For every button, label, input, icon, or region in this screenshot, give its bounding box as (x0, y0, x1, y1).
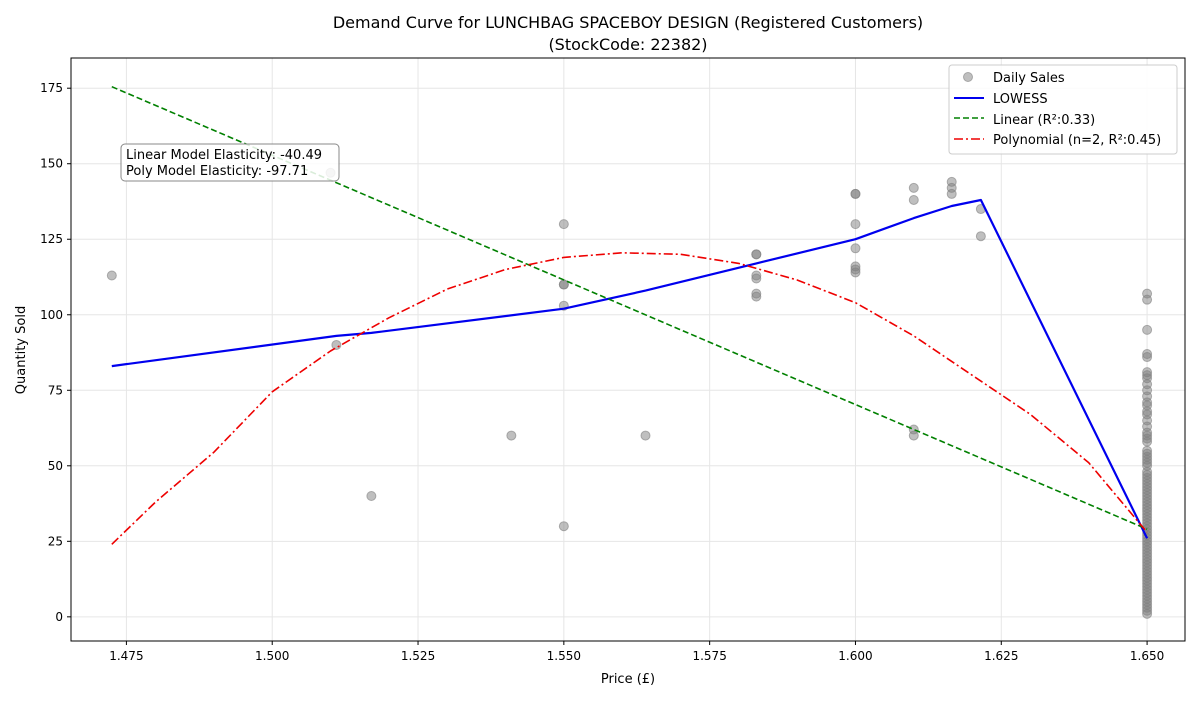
daily-sales-point (751, 249, 762, 260)
x-tick-label: 1.625 (984, 649, 1018, 663)
daily-sales-point (850, 188, 861, 199)
daily-sales-point (908, 182, 919, 193)
y-tick-label: 75 (48, 383, 63, 397)
y-tick-label: 50 (48, 459, 63, 473)
x-tick-label: 1.550 (547, 649, 581, 663)
daily-sales-point (1142, 436, 1153, 447)
y-tick-label: 100 (40, 308, 63, 322)
linear-fit-line (111, 85, 1148, 530)
annotation-line-poly: Poly Model Elasticity: -97.71 (126, 164, 308, 179)
daily-sales-point (975, 231, 986, 242)
elasticity-annotation: Linear Model Elasticity: -40.49 Poly Mod… (120, 143, 340, 182)
daily-sales-point (908, 430, 919, 441)
legend-label-polynomial: Polynomial (n=2, R²:0.45) (993, 133, 1161, 148)
daily-sales-point (751, 291, 762, 302)
chart-title: Demand Curve for LUNCHBAG SPACEBOY DESIG… (333, 13, 923, 32)
daily-sales-point (366, 491, 377, 502)
legend-label-daily-sales: Daily Sales (993, 71, 1065, 86)
x-tick-label: 1.575 (692, 649, 726, 663)
annotation-box (120, 143, 340, 182)
daily-sales-point (850, 243, 861, 254)
daily-sales-point (1142, 608, 1153, 619)
daily-sales-point (850, 219, 861, 230)
daily-sales-point (506, 430, 517, 441)
daily-sales-point (558, 521, 569, 532)
x-tick-label: 1.650 (1130, 649, 1164, 663)
y-tick-label: 0 (55, 610, 63, 624)
daily-sales-point (751, 273, 762, 284)
x-tick-label: 1.475 (109, 649, 143, 663)
daily-sales-point (908, 194, 919, 205)
y-axis-label: Quantity Sold (14, 306, 29, 394)
daily-sales-point (1142, 324, 1153, 335)
y-tick-label: 125 (40, 232, 63, 246)
daily-sales-point (850, 267, 861, 278)
legend-box (948, 64, 1178, 155)
daily-sales-point (1142, 352, 1153, 363)
y-tick-label: 25 (48, 534, 63, 548)
legend-marker-daily-sales (963, 72, 973, 82)
legend-label-linear: Linear (R²:0.33) (993, 113, 1095, 128)
daily-sales-point (331, 339, 342, 350)
annotation-line-linear: Linear Model Elasticity: -40.49 (126, 148, 322, 163)
daily-sales-point (946, 188, 957, 199)
x-tick-label: 1.525 (401, 649, 435, 663)
daily-sales-point (558, 219, 569, 230)
plot-frame (70, 57, 1186, 642)
y-tick-label: 150 (40, 157, 63, 171)
x-axis-label: Price (£) (601, 672, 655, 687)
polynomial-fit-line (111, 252, 1148, 545)
chart-subtitle: (StockCode: 22382) (548, 35, 707, 54)
daily-sales-point (1142, 294, 1153, 305)
daily-sales-point (640, 430, 651, 441)
daily-sales-point (106, 270, 117, 281)
axis-ticks: 1.475 1.500 1.525 1.550 1.575 1.600 1.625 1.650… (40, 81, 1164, 663)
legend: Daily Sales LOWESS Linear (R²:0.33) Poly… (948, 64, 1178, 155)
x-tick-label: 1.500 (255, 649, 289, 663)
x-tick-label: 1.600 (838, 649, 872, 663)
y-tick-label: 175 (40, 81, 63, 95)
legend-label-lowess: LOWESS (993, 92, 1048, 107)
